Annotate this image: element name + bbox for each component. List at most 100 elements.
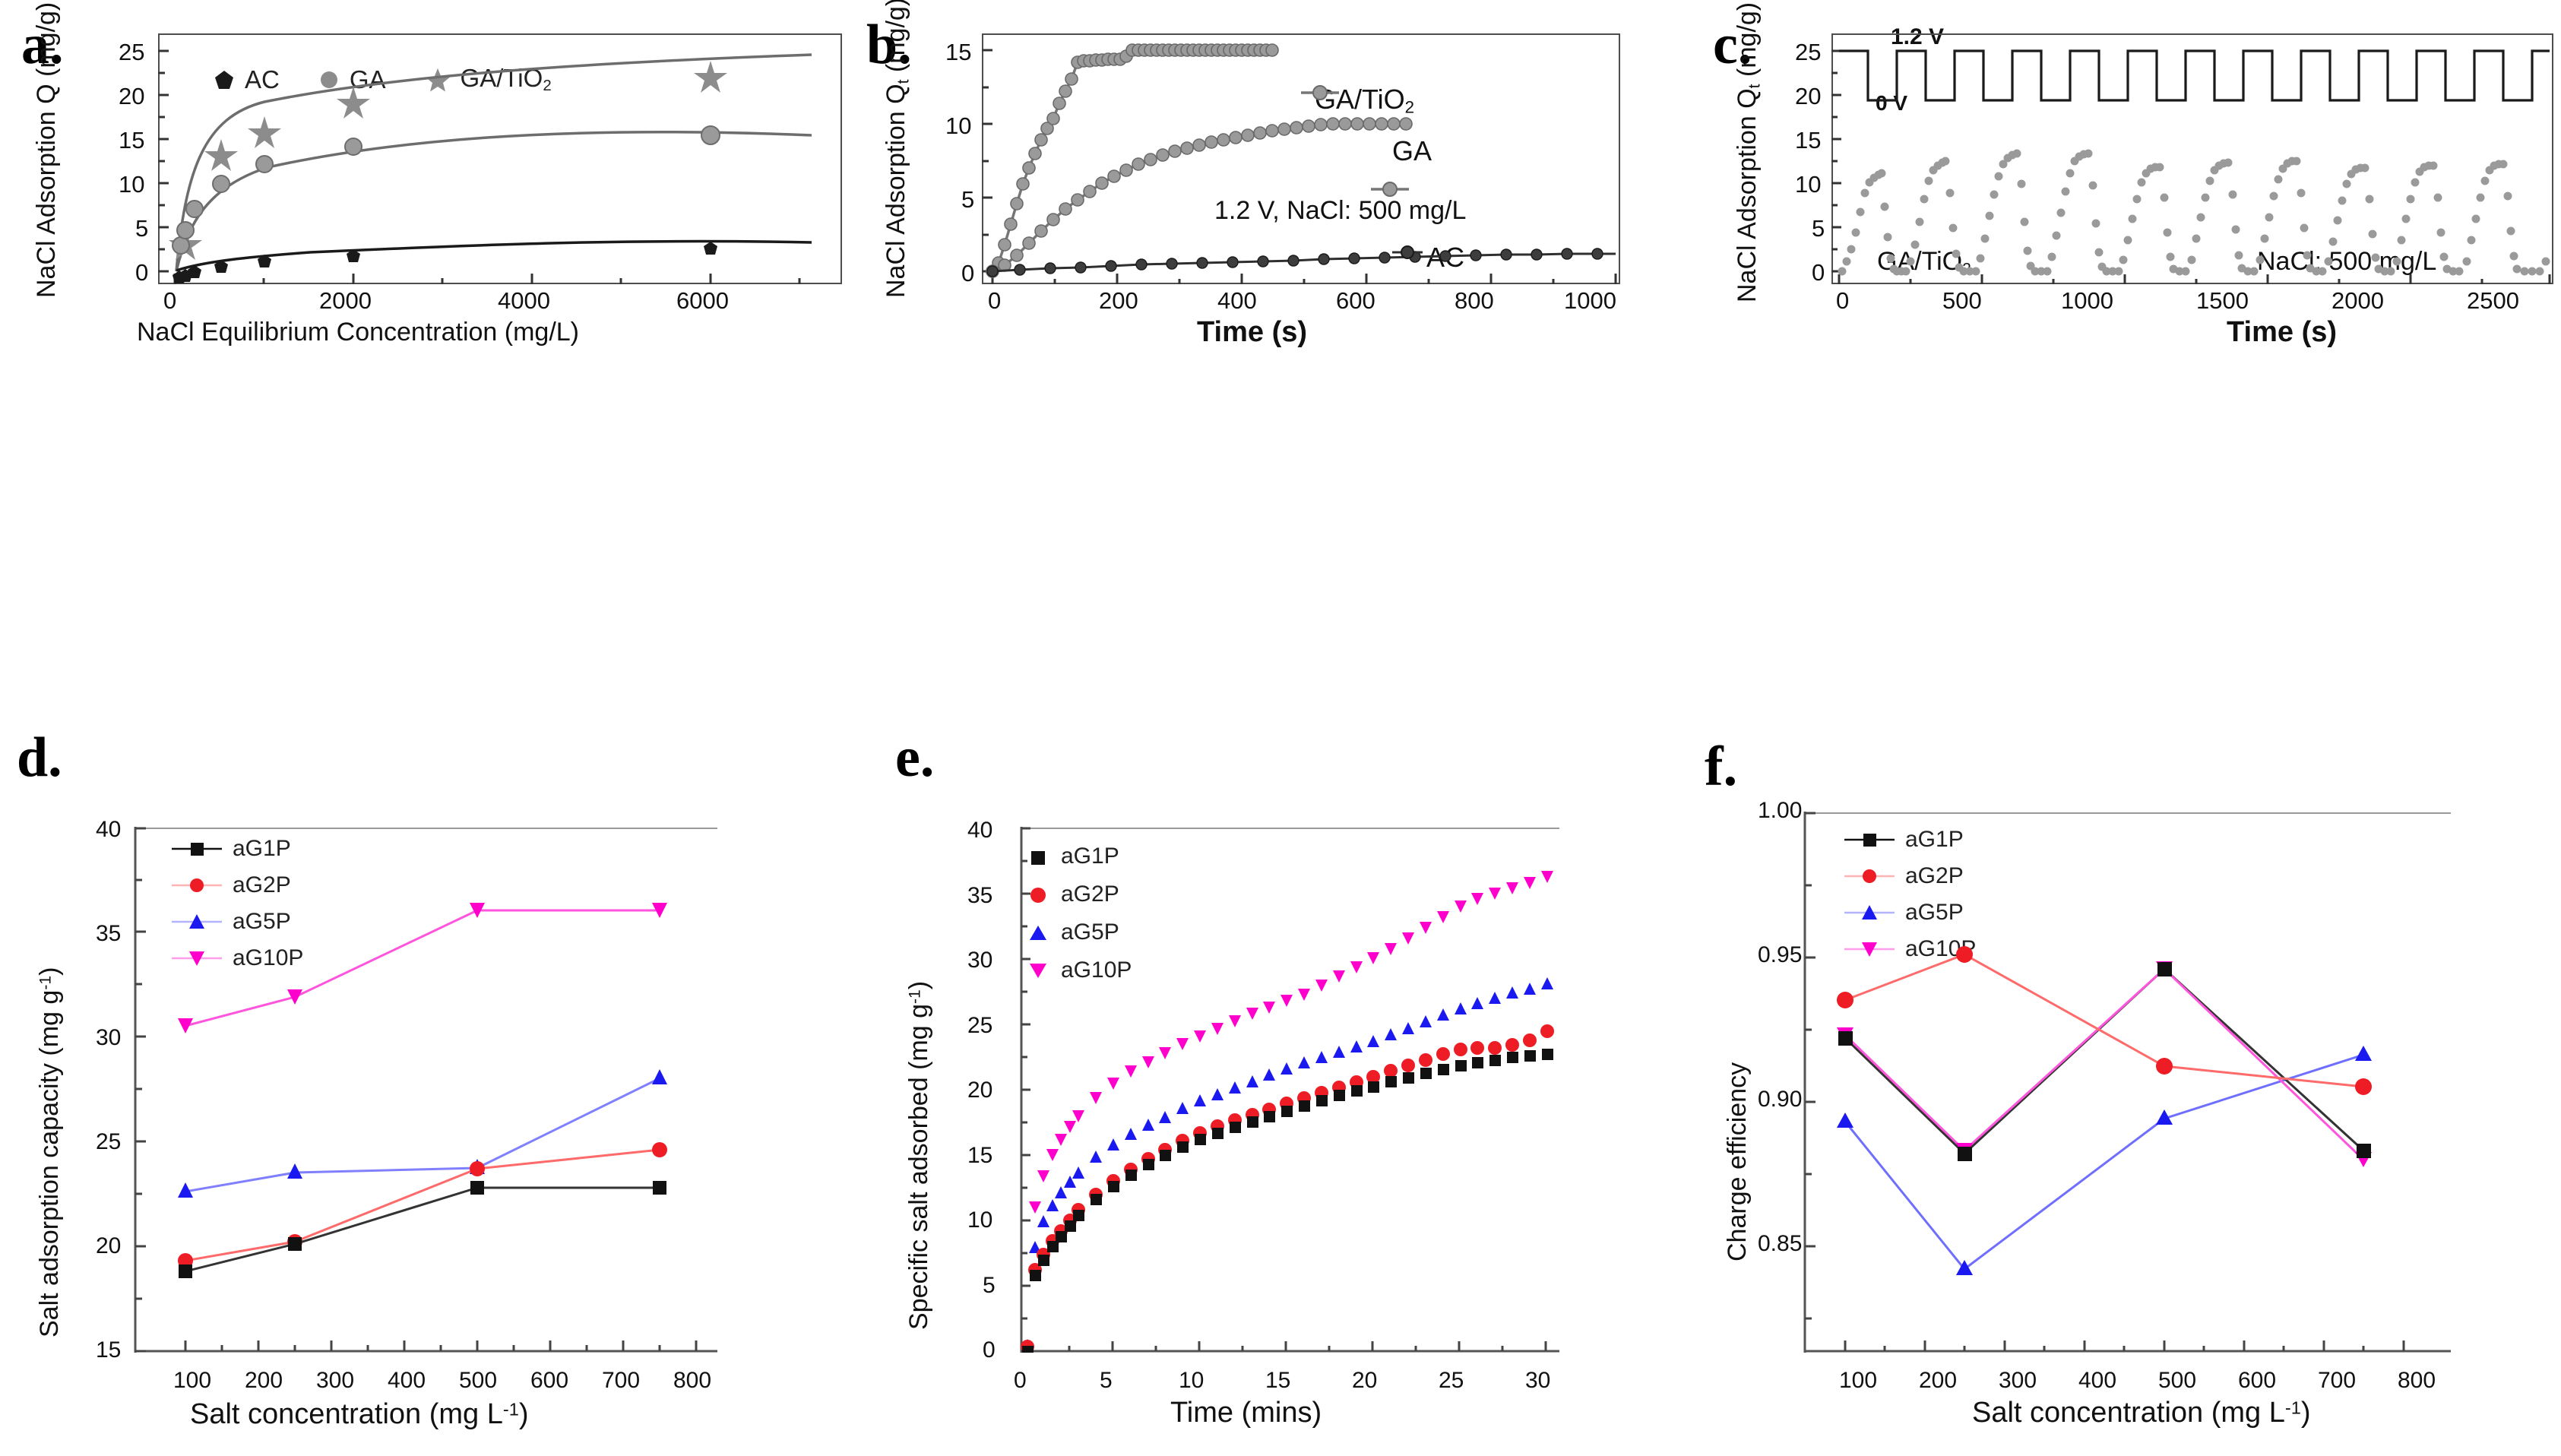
- panel-f-legend-item-0: aG1P: [1844, 827, 1976, 853]
- panel-a-ytick-20: 20: [119, 83, 145, 109]
- panel-d-legend-label-0: aG1P: [233, 836, 291, 861]
- panel-e-xtick-25: 25: [1439, 1368, 1464, 1393]
- panel-b-xtick-200: 200: [1099, 287, 1138, 314]
- panel-e-legend-item-0: aG1P: [1027, 844, 1132, 869]
- panel-a-xtick-2000: 2000: [319, 287, 372, 314]
- panel-e-ytick-20: 20: [967, 1078, 993, 1103]
- square-marker-icon: [1844, 834, 1895, 847]
- panel-c-ytick-20: 20: [1795, 83, 1822, 109]
- panel-d-legend-label-3: aG10P: [233, 945, 304, 970]
- panel-f-xtick-700: 700: [2318, 1368, 2357, 1393]
- panel-c-xtick-1500: 1500: [2196, 287, 2249, 314]
- panel-f-letter: f.: [1705, 736, 1738, 798]
- panel-e-xtick-20: 20: [1352, 1368, 1378, 1393]
- panel-b-ylabel: NaCl Adsorption Qt (mg/g): [882, 0, 913, 298]
- panel-b-ytick-15: 15: [945, 39, 972, 65]
- triangle-up-marker-icon: [1030, 926, 1046, 940]
- panel-d-ytick-30: 30: [96, 1025, 122, 1050]
- triangle-down-marker-icon: [1844, 942, 1895, 957]
- panel-b-series-label-ga: GA: [1392, 135, 1432, 166]
- panel-c-xlabel: Time (s): [2227, 316, 2338, 348]
- panel-a-plot: [158, 33, 842, 284]
- panel-e-xlabel: Time (mins): [1170, 1397, 1322, 1429]
- panel-c-ylabel: NaCl Adsorption Qt (mg/g): [1733, 2, 1764, 302]
- panel-d: d. Salt adsorption capacity (mg g-1) Sal…: [0, 730, 828, 1456]
- panel-a-legend-label-ga: GA: [349, 65, 386, 93]
- panel-f-ylabel: Charge efficiency: [1723, 1062, 1752, 1261]
- panel-e-ytick-5: 5: [983, 1273, 996, 1298]
- panel-e-legend-label-3: aG10P: [1061, 957, 1132, 983]
- panel-f-legend-item-1: aG2P: [1844, 863, 1976, 889]
- panel-b: b. NaCl Adsorption Qt (mg/g) Time (s) 0 …: [851, 0, 1702, 357]
- panel-b-ytick-10: 10: [945, 112, 972, 139]
- panel-d-legend: aG1P aG2P aG5P aG10P: [172, 836, 303, 971]
- panel-f-legend-label-2: aG5P: [1905, 900, 1964, 925]
- panel-f-xtick-300: 300: [1999, 1368, 2037, 1393]
- panel-e-plot: [1020, 827, 1559, 1353]
- panel-a-ytick-15: 15: [119, 127, 145, 154]
- square-marker-icon: [172, 843, 222, 856]
- panel-b-xlabel: Time (s): [1197, 316, 1308, 348]
- panel-d-xtick-600: 600: [530, 1368, 569, 1393]
- panel-b-xtick-600: 600: [1336, 287, 1375, 314]
- panel-b-xtick-0: 0: [988, 287, 1002, 314]
- panel-b-legend-key-ac: [1392, 245, 1423, 259]
- panel-e-legend-label-0: aG1P: [1061, 844, 1119, 869]
- panel-e-legend: aG1P aG2P aG5P aG10P: [1027, 844, 1132, 983]
- panel-f-xlabel: Salt concentration (mg L-1): [1972, 1397, 2311, 1429]
- panel-d-ytick-15: 15: [96, 1337, 122, 1363]
- panel-c: c. NaCl Adsorption Qt (mg/g) Time (s) 0 …: [1702, 0, 2561, 357]
- panel-c-voltage-high-label: 1.2 V: [1891, 24, 1945, 49]
- panel-b-xtick-1000: 1000: [1564, 287, 1616, 314]
- panel-e-ytick-15: 15: [967, 1143, 993, 1168]
- panel-e-legend-label-1: aG2P: [1061, 882, 1119, 907]
- panel-d-xtick-100: 100: [173, 1368, 212, 1393]
- panel-d-ytick-40: 40: [96, 817, 122, 842]
- panel-c-concentration-label: NaCl: 500 mg/L: [2257, 247, 2437, 276]
- panel-b-series-label-gatio2: GA/TiO2: [1315, 84, 1415, 117]
- triangle-up-marker-icon: [1844, 905, 1895, 919]
- panel-c-xtick-500: 500: [1942, 287, 1982, 314]
- panel-a-ytick-10: 10: [119, 171, 145, 198]
- panel-d-ytick-20: 20: [96, 1233, 122, 1258]
- panel-c-xtick-2000: 2000: [2331, 287, 2384, 314]
- circle-marker-icon: [1844, 869, 1895, 883]
- panel-b-letter: b.: [866, 14, 912, 76]
- panel-c-plot: [1831, 33, 2553, 284]
- panel-d-legend-item-3: aG10P: [172, 945, 303, 971]
- panel-e-letter: e.: [895, 726, 935, 789]
- panel-e-xtick-30: 30: [1525, 1368, 1551, 1393]
- panel-e-ytick-0: 0: [983, 1337, 996, 1363]
- panel-b-xtick-800: 800: [1455, 287, 1494, 314]
- panel-e-ytick-25: 25: [967, 1013, 993, 1038]
- panel-e-xtick-10: 10: [1179, 1368, 1205, 1393]
- panel-a-ytick-0: 0: [135, 259, 149, 286]
- panel-d-plot: [134, 827, 717, 1353]
- panel-d-legend-item-2: aG5P: [172, 909, 303, 935]
- panel-e-xtick-0: 0: [1014, 1368, 1027, 1393]
- panel-a-xtick-0: 0: [163, 287, 177, 314]
- panel-f-legend-item-2: aG5P: [1844, 900, 1976, 926]
- panel-d-ytick-35: 35: [96, 921, 122, 946]
- panel-d-legend-item-0: aG1P: [172, 836, 303, 862]
- panel-f-ytick-090: 0.90: [1758, 1087, 1803, 1112]
- panel-c-ytick-5: 5: [1812, 215, 1825, 242]
- panel-f: f. Charge efficiency Salt concentration …: [1645, 730, 2561, 1456]
- panel-c-ytick-0: 0: [1812, 259, 1825, 286]
- panel-f-xtick-800: 800: [2398, 1368, 2436, 1393]
- panel-e-ytick-10: 10: [967, 1208, 993, 1233]
- panel-c-voltage-low-label: 0 V: [1876, 91, 1908, 115]
- panel-c-ytick-10: 10: [1795, 171, 1822, 198]
- panel-a-xlabel: NaCl Equilibrium Concentration (mg/L): [137, 318, 580, 347]
- panel-e-legend-item-1: aG2P: [1027, 882, 1132, 907]
- panel-a-legend-label-ac: AC: [245, 65, 280, 93]
- panel-d-xtick-400: 400: [388, 1368, 426, 1393]
- panel-c-xtick-2500: 2500: [2467, 287, 2519, 314]
- panel-e-xtick-5: 5: [1100, 1368, 1113, 1393]
- panel-d-letter: d.: [17, 726, 62, 789]
- panel-d-legend-label-2: aG5P: [233, 909, 291, 934]
- triangle-up-marker-icon: [172, 914, 222, 929]
- panel-d-xtick-700: 700: [602, 1368, 641, 1393]
- panel-c-letter: c.: [1713, 14, 1752, 76]
